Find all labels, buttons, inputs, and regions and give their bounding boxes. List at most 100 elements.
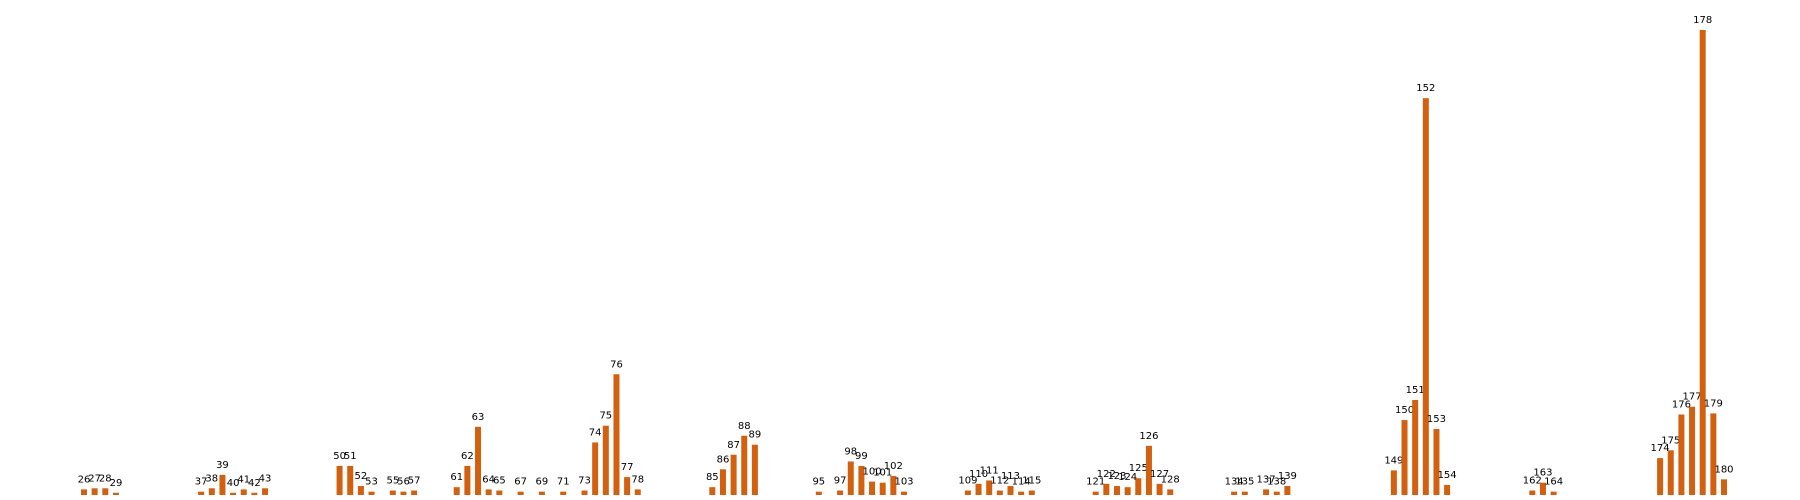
bar-label: 38: [205, 473, 218, 484]
bar-label: 149: [1384, 455, 1403, 466]
bar-label: 88: [738, 421, 751, 432]
bar-label: 42: [248, 478, 261, 489]
bar-label: 137: [1257, 474, 1276, 485]
bar-label: 61: [450, 472, 463, 483]
bar: [560, 491, 567, 495]
bar-label: 178: [1693, 15, 1712, 26]
bar: [336, 465, 343, 495]
bar: [1710, 413, 1717, 495]
bar-label: 164: [1544, 477, 1563, 488]
bar: [1657, 458, 1664, 495]
bar: [1721, 479, 1727, 495]
bar-label: 126: [1139, 431, 1158, 442]
bar: [464, 465, 471, 495]
bar-label: 115: [1022, 476, 1041, 487]
bar: [634, 489, 641, 495]
bar: [1433, 429, 1440, 495]
bar: [1539, 482, 1546, 495]
bar: [262, 488, 269, 495]
bar: [453, 487, 460, 495]
bar: [1284, 486, 1291, 495]
bar: [1018, 491, 1025, 495]
bar-label: 135: [1235, 477, 1254, 488]
bar-label: 98: [844, 446, 857, 457]
bar-label: 67: [514, 477, 527, 488]
bar: [347, 465, 354, 495]
bar-label: 55: [386, 476, 399, 487]
bar-label: 27: [88, 473, 101, 484]
bar: [815, 491, 822, 495]
bar-label: 128: [1161, 474, 1180, 485]
bar-label: 123: [1107, 471, 1126, 482]
bar-label: 86: [717, 454, 730, 465]
bar-label: 28: [99, 473, 112, 484]
bar: [858, 465, 865, 495]
bar: [890, 475, 897, 495]
bar-label: 71: [557, 477, 570, 488]
bar-label: 163: [1533, 468, 1552, 479]
bar: [368, 491, 375, 495]
bar-label: 41: [237, 474, 250, 485]
bar: [624, 477, 631, 495]
bar: [517, 491, 524, 495]
bar-label: 78: [631, 474, 644, 485]
bar-label: 65: [493, 476, 506, 487]
bar-label: 151: [1406, 385, 1425, 396]
bar: [485, 489, 492, 495]
bar: [879, 482, 886, 495]
bar: [1007, 486, 1014, 495]
bar-label: 77: [621, 462, 634, 473]
bar-label: 111: [980, 465, 999, 476]
bar-label: 50: [333, 451, 346, 462]
bar: [81, 489, 87, 495]
bar: [613, 374, 620, 495]
bar-label: 51: [344, 451, 357, 462]
bar: [400, 491, 407, 495]
bar: [1167, 489, 1174, 495]
bar-label: 179: [1704, 398, 1723, 409]
bar-label: 99: [855, 451, 868, 462]
bar: [1124, 487, 1131, 495]
bar-label: 62: [461, 451, 474, 462]
bar: [1092, 491, 1099, 495]
bar-label: 127: [1150, 469, 1169, 480]
bar: [602, 425, 609, 495]
bar-label: 134: [1225, 477, 1244, 488]
bar: [986, 480, 993, 495]
bar: [837, 490, 844, 495]
bar-label: 95: [812, 477, 825, 488]
bar-label: 74: [589, 427, 602, 438]
bar: [357, 486, 364, 495]
bar: [869, 481, 876, 495]
bar-label: 103: [894, 477, 913, 488]
bar: [1422, 98, 1429, 496]
bar: [1135, 478, 1142, 495]
bar-label: 64: [482, 474, 495, 485]
bar-label: 124: [1118, 472, 1137, 483]
bar: [1145, 445, 1152, 495]
bar-label: 85: [706, 472, 719, 483]
bar: [1156, 483, 1163, 495]
bar-label: 138: [1267, 477, 1286, 488]
bar: [475, 426, 482, 495]
bar-label: 53: [365, 477, 378, 488]
bar-label: 39: [216, 460, 229, 471]
bar: [730, 454, 737, 495]
bar-label: 121: [1086, 477, 1105, 488]
bar-label: 101: [873, 468, 892, 479]
bar-label: 176: [1672, 400, 1691, 411]
bar-label: 152: [1416, 83, 1435, 94]
bar-label: 150: [1395, 405, 1414, 416]
bar-label: 57: [408, 476, 421, 487]
bar: [1689, 406, 1696, 495]
bar: [538, 491, 545, 495]
bar-label: 180: [1714, 464, 1733, 475]
bar: [901, 491, 907, 495]
bar-label: 110: [969, 469, 988, 480]
bar: [389, 490, 396, 495]
bar-label: 175: [1661, 435, 1680, 446]
bar: [1028, 490, 1035, 495]
bar-label: 40: [227, 478, 240, 489]
bar-label: 125: [1129, 463, 1148, 474]
